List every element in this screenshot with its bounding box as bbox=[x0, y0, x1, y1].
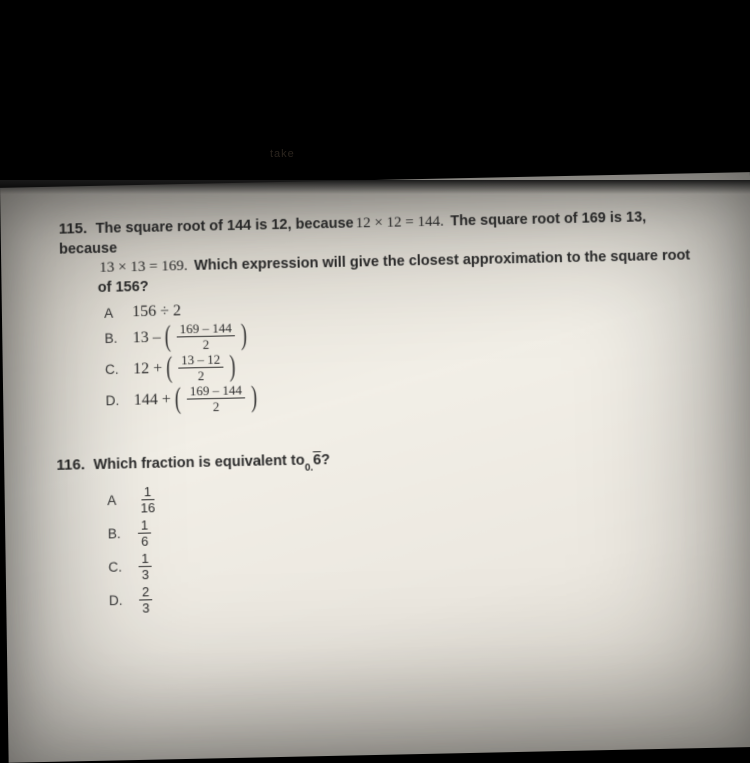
numerator: 169 – 144 bbox=[187, 384, 245, 400]
fraction: 1 3 bbox=[138, 551, 152, 581]
q115-choices: A 156 ÷ 2 B. 13 – ( 169 – 144 2 ) bbox=[104, 292, 704, 416]
lead: 13 – bbox=[132, 329, 160, 348]
question-115: 115. The square root of 144 is 12, becau… bbox=[59, 207, 704, 416]
paren-right-icon: ) bbox=[241, 326, 247, 344]
choice-letter: A bbox=[104, 305, 132, 321]
choice-letter: C. bbox=[105, 362, 133, 378]
choice-expr: 12 + ( 13 – 12 2 ) bbox=[133, 353, 238, 384]
q116-decimal: 0.6 bbox=[304, 452, 321, 468]
numerator: 1 bbox=[138, 518, 152, 533]
fraction: 2 3 bbox=[139, 585, 153, 615]
choice-expr: 156 ÷ 2 bbox=[132, 302, 181, 321]
q115-math-1: 12 × 12 = 144. bbox=[353, 214, 446, 232]
numerator: 1 bbox=[141, 485, 155, 500]
fraction: 169 – 144 2 bbox=[176, 321, 235, 351]
denominator: 2 bbox=[210, 399, 223, 413]
choice-expr: 144 + ( 169 – 144 2 ) bbox=[133, 383, 259, 415]
paren-left-icon: ( bbox=[166, 358, 172, 376]
fraction: 1 16 bbox=[137, 485, 158, 515]
screen-edge-shadow bbox=[0, 180, 750, 194]
choice-letter: D. bbox=[109, 592, 137, 608]
browser-tab-hint: take bbox=[270, 148, 295, 160]
fraction: 169 – 144 2 bbox=[187, 384, 246, 414]
denominator: 6 bbox=[138, 533, 152, 547]
repeating-six: 6 bbox=[313, 452, 321, 468]
letterbox-top bbox=[0, 0, 750, 180]
denominator: 3 bbox=[139, 566, 153, 580]
choice-letter: B. bbox=[104, 331, 132, 347]
paren-right-icon: ) bbox=[229, 357, 235, 375]
paren-right-icon: ) bbox=[251, 388, 257, 406]
denominator: 16 bbox=[137, 500, 158, 515]
choice-letter: C. bbox=[108, 559, 136, 575]
numerator: 1 bbox=[138, 551, 152, 566]
q115-math-2: 13 × 13 = 169. bbox=[97, 258, 190, 276]
choice-expr: 13 – ( 169 – 144 2 ) bbox=[132, 321, 249, 353]
worksheet-page: 115. The square root of 144 is 12, becau… bbox=[0, 172, 750, 763]
q116-text-a: Which fraction is equivalent to bbox=[93, 453, 304, 474]
numerator: 13 – 12 bbox=[178, 353, 223, 369]
denominator: 2 bbox=[195, 368, 208, 382]
paren-left-icon: ( bbox=[175, 389, 181, 407]
q116-number: 116. bbox=[56, 456, 85, 474]
choice-letter: D. bbox=[105, 393, 133, 409]
question-116: 116. Which fraction is equivalent to0.6?… bbox=[56, 443, 709, 616]
fraction: 13 – 12 2 bbox=[178, 353, 224, 383]
q116-choices: A 1 16 B. 1 6 C. 1 bbox=[107, 473, 709, 615]
choice-letter: B. bbox=[108, 525, 136, 541]
page-content: 115. The square root of 144 is 12, becau… bbox=[59, 207, 710, 620]
denominator: 2 bbox=[200, 337, 213, 351]
paren-left-icon: ( bbox=[165, 327, 171, 345]
numerator: 169 – 144 bbox=[176, 321, 234, 337]
choice-letter: A bbox=[107, 492, 135, 508]
lead: 144 + bbox=[134, 391, 171, 410]
numerator: 2 bbox=[139, 585, 153, 600]
fraction: 1 6 bbox=[138, 518, 152, 548]
lead: 12 + bbox=[133, 360, 162, 379]
q115-number: 115. bbox=[59, 220, 88, 238]
denominator: 3 bbox=[139, 600, 153, 614]
subscript-zero: 0. bbox=[305, 463, 314, 474]
q115-text-1a: The square root of 144 is 12, because bbox=[95, 215, 353, 236]
q116-text-b: ? bbox=[321, 452, 330, 468]
